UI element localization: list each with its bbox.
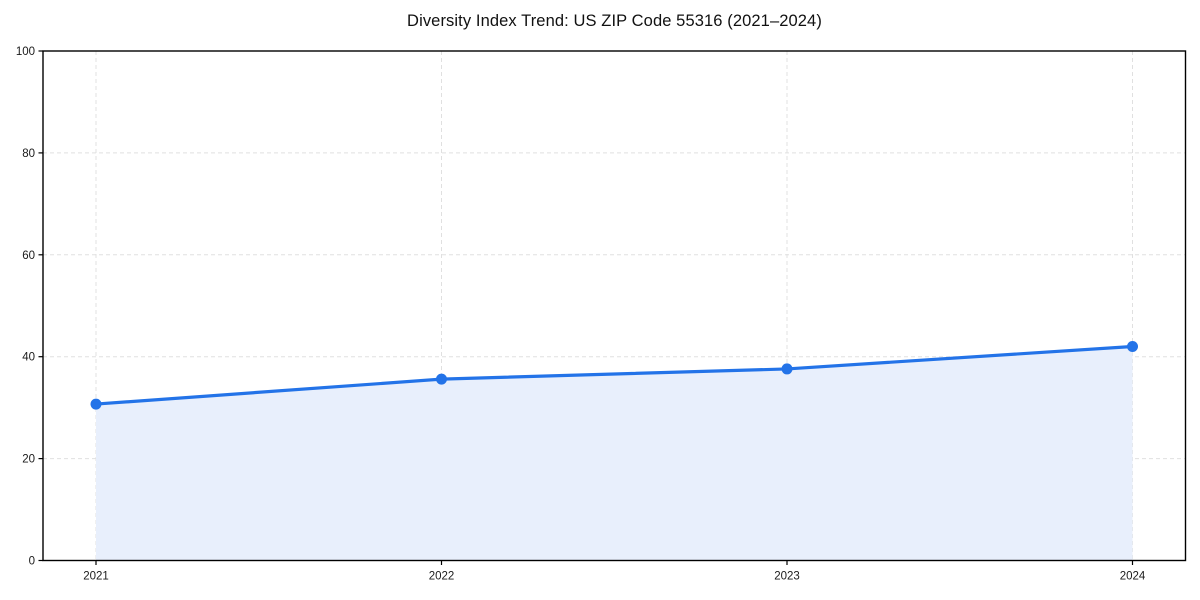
x-tick-label: 2023: [774, 571, 800, 583]
y-tick-label: 100: [16, 46, 35, 58]
chart-title: Diversity Index Trend: US ZIP Code 55316…: [407, 12, 822, 30]
data-point: [436, 373, 447, 385]
y-tick-label: 20: [22, 454, 35, 466]
data-point: [1127, 341, 1138, 353]
trend-line: [94, 344, 1135, 406]
x-tick-label: 2021: [83, 571, 109, 583]
plot-border: [42, 50, 1187, 562]
y-tick-label: 60: [22, 250, 35, 262]
y-tick-label: 80: [22, 148, 35, 160]
data-point: [90, 398, 102, 410]
data-point: [781, 363, 793, 375]
area-fill: [96, 346, 1133, 561]
y-tick-label: 40: [22, 352, 35, 364]
x-tick-label: 2024: [1120, 571, 1146, 583]
x-tick-label: 2022: [429, 571, 455, 583]
y-tick-label: 0: [29, 556, 35, 568]
